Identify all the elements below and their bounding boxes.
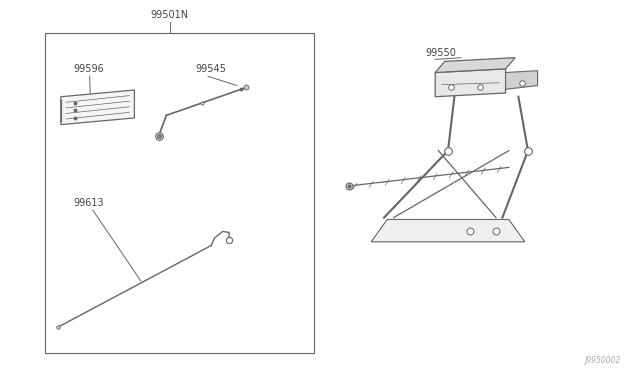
Text: 99550: 99550 bbox=[426, 48, 456, 58]
Polygon shape bbox=[61, 90, 134, 125]
Text: J9950002: J9950002 bbox=[584, 356, 621, 365]
Text: 99545: 99545 bbox=[195, 64, 226, 74]
Polygon shape bbox=[506, 71, 538, 89]
Text: 99501N: 99501N bbox=[150, 10, 189, 20]
Polygon shape bbox=[371, 219, 525, 242]
Text: 99613: 99613 bbox=[74, 198, 104, 208]
Text: 99596: 99596 bbox=[74, 64, 104, 74]
Polygon shape bbox=[435, 58, 515, 73]
Bar bbox=[45, 33, 314, 353]
Polygon shape bbox=[435, 69, 506, 97]
